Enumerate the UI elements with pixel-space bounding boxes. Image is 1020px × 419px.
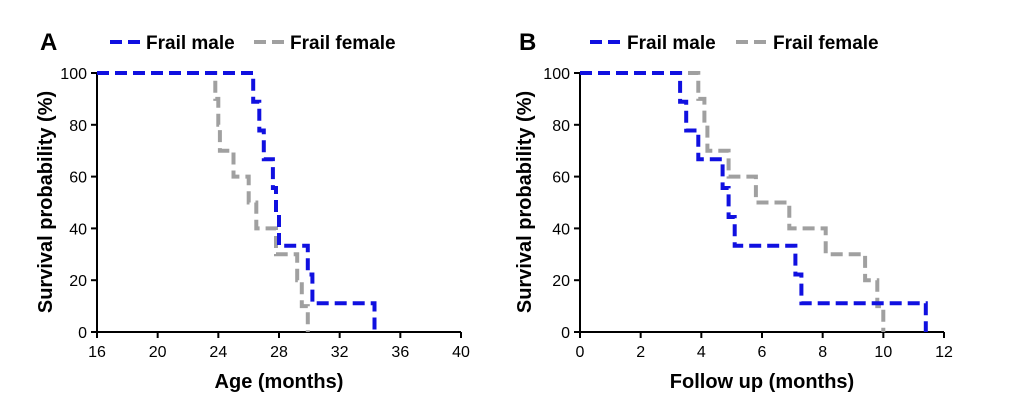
y-tick-label-b: 100: [543, 66, 570, 83]
y-tick-label-b: 20: [552, 273, 570, 290]
x-tick-label-a: 32: [331, 344, 349, 361]
x-tick-label-b: 10: [874, 344, 892, 361]
series-line-frail-female-b: [580, 71, 886, 332]
panel-label-a: A: [40, 29, 57, 56]
y-axis-title-a: Survival probability (%): [35, 91, 57, 313]
y-tick-label-a: 80: [69, 118, 87, 135]
y-tick-label-a: 0: [78, 325, 87, 342]
x-axis-title-a: Age (months): [215, 371, 344, 393]
plot-area-a: 0 20 40 60 80 100 16 20 24 28 32 36 40: [60, 66, 470, 361]
x-axis-title-b: Follow up (months): [670, 371, 854, 393]
legend-label-frail-female-a: Frail female: [290, 33, 396, 54]
y-tick-label-a: 100: [60, 66, 87, 83]
x-tick-label-a: 16: [88, 344, 106, 361]
x-tick-label-b: 6: [758, 344, 767, 361]
series-line-frail-male-a: [97, 71, 377, 332]
legend-b: Frail male Frail female: [590, 33, 879, 54]
x-tick-label-b: 0: [576, 344, 585, 361]
y-tick-label-a: 60: [69, 170, 87, 187]
y-tick-label-a: 20: [69, 273, 87, 290]
x-tick-label-b: 12: [935, 344, 953, 361]
x-tick-label-a: 20: [149, 344, 167, 361]
x-tick-label-a: 40: [452, 344, 470, 361]
y-tick-label-a: 40: [69, 221, 87, 238]
y-tick-label-b: 40: [552, 221, 570, 238]
panel-label-b: B: [519, 29, 536, 56]
y-axis-title-b: Survival probability (%): [514, 91, 536, 313]
legend-label-frail-male-b: Frail male: [627, 33, 716, 54]
plot-area-b: 0 20 40 60 80 100 0 2 4 6 8 10 12: [543, 66, 953, 361]
x-tick-label-a: 36: [391, 344, 409, 361]
x-tick-label-a: 28: [270, 344, 288, 361]
legend-label-frail-female-b: Frail female: [773, 33, 879, 54]
legend-label-frail-male-a: Frail male: [146, 33, 235, 54]
panel-a: A Frail male Frail female 0 20 40 60 80 100 16…: [35, 29, 470, 393]
x-tick-label-b: 8: [818, 344, 827, 361]
series-line-frail-male-b: [580, 71, 928, 332]
x-tick-label-a: 24: [209, 344, 227, 361]
series-line-frail-female-a: [97, 71, 310, 332]
panel-b: B Frail male Frail female 0 20 40 60 80 100 0 2…: [514, 29, 953, 393]
y-tick-label-b: 0: [561, 325, 570, 342]
x-tick-label-b: 2: [636, 344, 645, 361]
legend-a: Frail male Frail female: [110, 33, 396, 54]
y-tick-label-b: 80: [552, 118, 570, 135]
y-tick-label-b: 60: [552, 170, 570, 187]
x-tick-label-b: 4: [697, 344, 706, 361]
